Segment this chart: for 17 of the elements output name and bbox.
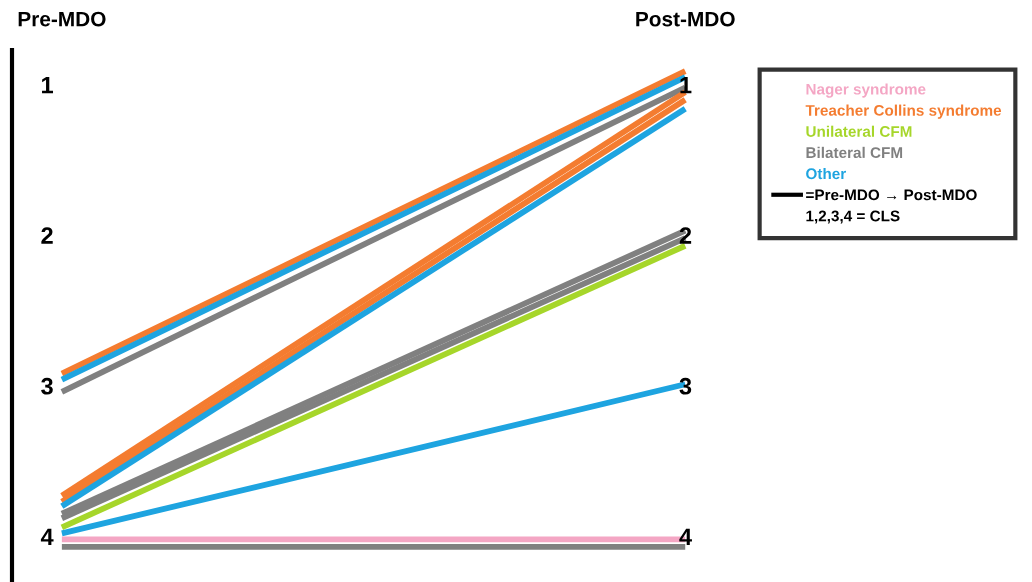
text: Other <box>806 167 846 180</box>
text: Unilateral CFM <box>806 125 912 137</box>
y-tick-label: 2 <box>41 227 53 244</box>
text: Bilateral CFM <box>806 146 903 159</box>
y-tick-label: 4 <box>40 528 54 545</box>
y2-tick-label: 2 <box>679 227 692 244</box>
y2-tick-label: 4 <box>679 528 692 545</box>
y2-tick-label: 3 <box>679 377 692 395</box>
y-tick-label: 1 <box>42 76 54 94</box>
annotation: =Pre-MDO → Post-MDO <box>806 189 977 201</box>
text: Nager syndrome <box>806 83 926 98</box>
text: Treacher Collins syndrome <box>805 104 1002 119</box>
x-tick-label: Post-MDO <box>636 11 735 27</box>
y-tick-label: 3 <box>41 377 53 395</box>
annotation: 1,2,3,4 = CLS <box>806 210 900 224</box>
y2-tick-label: 1 <box>680 76 692 94</box>
x-tick-label: Pre-MDO <box>18 11 106 27</box>
